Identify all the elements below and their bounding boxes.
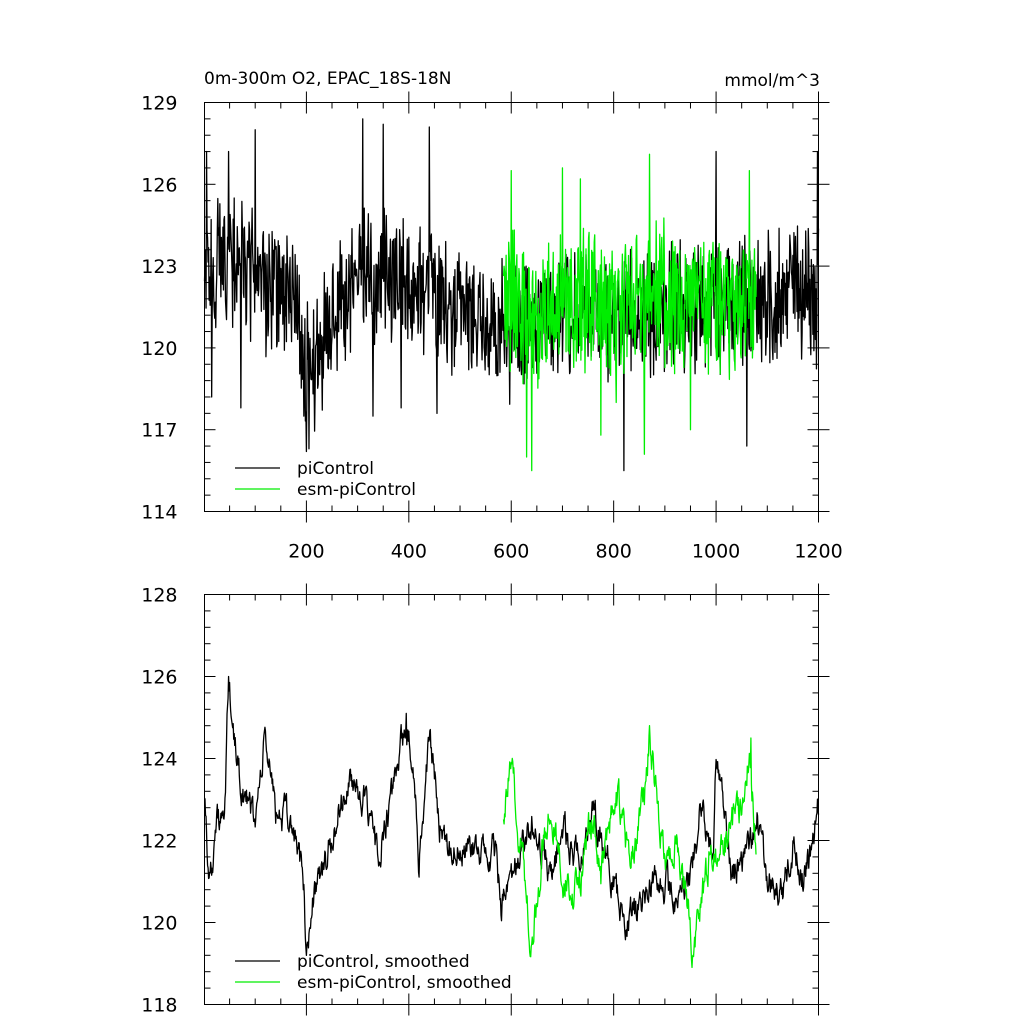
top-y-tick-label: 120 xyxy=(141,338,177,360)
bottom-y-tick-label: 128 xyxy=(141,585,177,607)
panel-top: 0m-300m O2, EPAC_18S-18N mmol/m^3 200 400… xyxy=(141,69,842,563)
bottom-legend-label-esm-picontrol: esm-piControl, smoothed xyxy=(297,973,512,993)
bottom-series-esm-picontrol-smoothed xyxy=(502,725,757,969)
bottom-lines xyxy=(203,675,820,969)
bottom-plot-frame xyxy=(204,594,819,1005)
top-legend-label-picontrol: piControl xyxy=(297,459,374,479)
bottom-legend-label-picontrol: piControl, smoothed xyxy=(297,952,470,972)
bottom-series-picontrol-smoothed xyxy=(203,675,820,956)
bottom-legend: piControl, smoothed esm-piControl, smoot… xyxy=(235,952,512,993)
bottom-y-tick-label: 120 xyxy=(141,913,177,935)
bottom-y-tick-label: 126 xyxy=(141,667,177,689)
top-x-tick-label: 1200 xyxy=(794,541,842,563)
top-units: mmol/m^3 xyxy=(724,71,820,91)
bottom-tick-labels: 118 120 122 124 126 128 xyxy=(141,585,177,1017)
bottom-y-tick-label: 122 xyxy=(141,831,177,853)
bottom-ticks xyxy=(204,583,830,1016)
top-lines xyxy=(203,118,820,472)
bottom-y-tick-label: 118 xyxy=(141,995,177,1017)
top-y-tick-label: 123 xyxy=(141,256,177,278)
top-y-tick-label: 129 xyxy=(141,93,177,115)
top-series-esm-picontrol xyxy=(502,153,757,472)
top-tick-labels: 200 400 600 800 1000 1200 114 117 120 123 126 129 xyxy=(141,93,842,563)
top-y-tick-label: 114 xyxy=(141,502,177,524)
panel-bottom: 118 120 122 124 126 128 piControl, smoothed e… xyxy=(141,583,830,1017)
top-x-tick-label: 1000 xyxy=(692,541,740,563)
top-legend-label-esm-picontrol: esm-piControl xyxy=(297,480,416,500)
top-y-tick-label: 117 xyxy=(141,420,177,442)
top-x-tick-label: 200 xyxy=(288,541,324,563)
top-y-tick-label: 126 xyxy=(141,174,177,196)
top-x-tick-label: 400 xyxy=(391,541,427,563)
top-title: 0m-300m O2, EPAC_18S-18N xyxy=(204,69,451,89)
top-series-picontrol xyxy=(203,118,820,472)
bottom-y-tick-label: 124 xyxy=(141,749,177,771)
top-x-tick-label: 800 xyxy=(596,541,632,563)
top-legend: piControl esm-piControl xyxy=(235,459,416,500)
top-x-tick-label: 600 xyxy=(493,541,529,563)
top-plot-frame xyxy=(204,102,819,512)
